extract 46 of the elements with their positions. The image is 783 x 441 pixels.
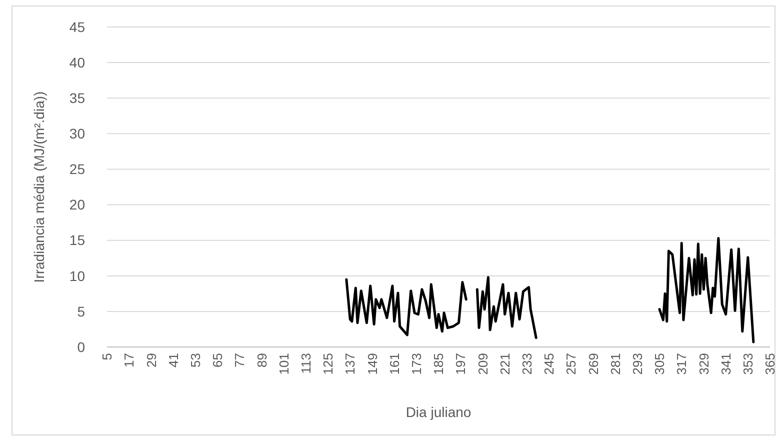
line-series — [345, 278, 468, 336]
y-tick-label: 0 — [77, 338, 86, 355]
y-tick-label: 25 — [69, 161, 86, 178]
line-series — [476, 276, 538, 340]
y-tick-label: 10 — [69, 268, 86, 284]
x-tick-label: 353 — [740, 353, 756, 375]
x-tick-label: 305 — [652, 353, 668, 375]
x-tick-label: 329 — [696, 353, 712, 375]
x-tick-label: 185 — [431, 353, 446, 375]
y-tick-label: 20 — [69, 196, 86, 213]
x-tick-label: 365 — [762, 353, 778, 375]
y-tick-label: 15 — [69, 232, 86, 248]
x-tick-label: 77 — [232, 353, 248, 368]
x-tick-label: 245 — [542, 353, 557, 375]
x-tick-label: 101 — [276, 353, 292, 375]
x-tick-label: 221 — [497, 353, 512, 375]
x-tick-label: 197 — [453, 353, 468, 375]
y-tick-label: 45 — [69, 18, 86, 35]
x-tick-label: 173 — [408, 353, 424, 375]
y-tick-label: 40 — [69, 54, 86, 70]
x-axis-title: Dia juliano — [406, 404, 472, 420]
y-tick-label: 30 — [69, 126, 86, 142]
x-tick-label: 53 — [188, 353, 203, 368]
x-tick-label: 341 — [718, 353, 734, 375]
x-tick-label: 5 — [100, 353, 115, 360]
x-tick-label: 65 — [210, 353, 226, 368]
x-tick-label: 161 — [386, 353, 402, 375]
x-tick-label: 41 — [166, 353, 181, 368]
y-axis-title: Irradiancia média (MJ/(m².dia)) — [31, 91, 47, 283]
x-tick-label: 209 — [475, 353, 490, 375]
x-tick-label: 113 — [298, 353, 314, 374]
x-tick-label: 149 — [364, 353, 380, 375]
x-tick-label: 317 — [674, 353, 690, 375]
x-tick-label: 125 — [320, 353, 336, 375]
x-tick-label: 233 — [519, 353, 534, 375]
x-tick-label: 17 — [122, 353, 137, 368]
line-series — [658, 236, 755, 344]
x-tick-label: 257 — [564, 353, 579, 375]
y-tick-label: 5 — [77, 303, 86, 320]
x-tick-label: 29 — [144, 353, 159, 368]
x-tick-label: 281 — [608, 353, 623, 375]
y-tick-label: 35 — [69, 90, 86, 106]
x-tick-label: 293 — [630, 353, 645, 375]
x-tick-label: 137 — [342, 353, 358, 375]
x-tick-label: 89 — [254, 353, 270, 368]
x-tick-label: 269 — [586, 353, 601, 375]
